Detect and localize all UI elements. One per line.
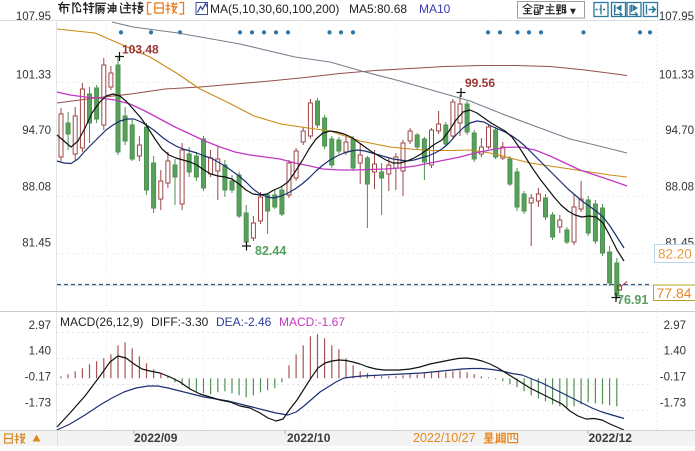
- svg-text:82.44: 82.44: [255, 244, 286, 258]
- svg-text:76.91: 76.91: [617, 293, 648, 307]
- svg-text:2.97: 2.97: [29, 320, 51, 332]
- svg-text:2022/12: 2022/12: [589, 431, 633, 445]
- svg-text:2.97: 2.97: [664, 320, 686, 332]
- svg-text:DEA:-2.46: DEA:-2.46: [216, 315, 272, 329]
- svg-text:2022/10/27: 2022/10/27: [413, 431, 476, 445]
- svg-text:103.48: 103.48: [122, 43, 159, 57]
- svg-text:77.84: 77.84: [657, 285, 692, 301]
- svg-text:-0.17: -0.17: [660, 372, 686, 384]
- svg-text:107.95: 107.95: [659, 11, 694, 23]
- svg-text:94.70: 94.70: [22, 125, 51, 137]
- svg-text:-1.73: -1.73: [660, 398, 686, 410]
- svg-text:94.70: 94.70: [665, 125, 694, 137]
- svg-text:▼: ▼: [568, 7, 578, 18]
- svg-text:MA5:80.68: MA5:80.68: [349, 2, 407, 16]
- svg-text:2022/09: 2022/09: [134, 431, 178, 445]
- svg-text:DIFF:-3.30: DIFF:-3.30: [151, 315, 209, 329]
- svg-text:99.56: 99.56: [465, 76, 495, 90]
- svg-text:MACD:-1.67: MACD:-1.67: [279, 315, 345, 329]
- svg-text:-1.73: -1.73: [25, 398, 51, 410]
- svg-text:88.08: 88.08: [665, 182, 694, 194]
- svg-text:2022/10: 2022/10: [287, 431, 331, 445]
- svg-text:101.33: 101.33: [659, 70, 694, 82]
- svg-text:1.40: 1.40: [29, 346, 51, 358]
- svg-text:1.40: 1.40: [664, 346, 686, 358]
- svg-text:MA10: MA10: [419, 2, 451, 16]
- svg-text:81.45: 81.45: [22, 238, 51, 250]
- svg-text:107.95: 107.95: [16, 11, 51, 23]
- svg-text:82.20: 82.20: [658, 247, 692, 262]
- svg-text:MA(5,10,30,60,100,200): MA(5,10,30,60,100,200): [210, 2, 339, 16]
- svg-text:88.08: 88.08: [22, 182, 51, 194]
- svg-text:MACD(26,12,9): MACD(26,12,9): [60, 315, 143, 329]
- svg-text:101.33: 101.33: [16, 70, 51, 82]
- svg-text:-0.17: -0.17: [25, 372, 51, 384]
